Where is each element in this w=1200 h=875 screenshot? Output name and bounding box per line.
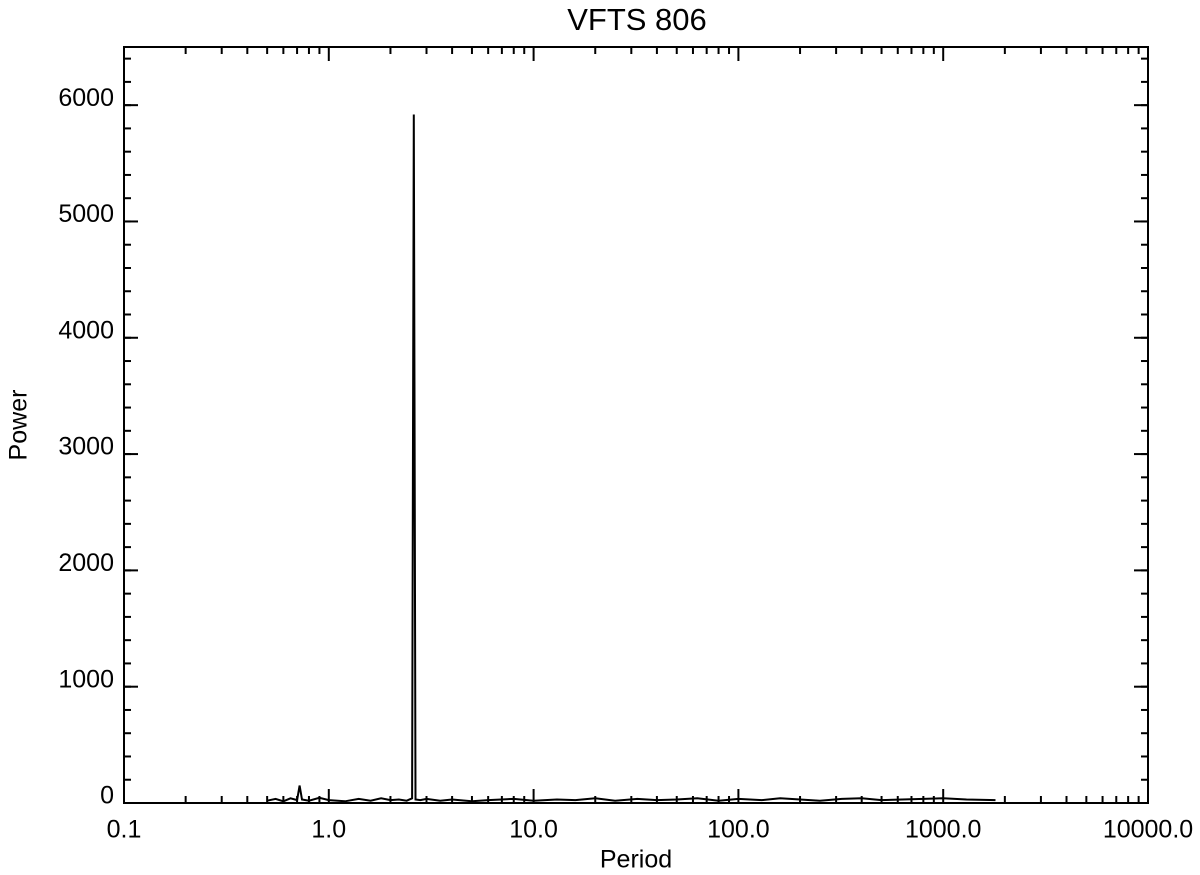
y-tick-label: 6000: [58, 84, 114, 112]
x-tick-label: 1.0: [311, 816, 346, 844]
y-tick-label: 4000: [58, 316, 114, 344]
series-line: [266, 114, 996, 803]
y-tick-label: 0: [100, 782, 114, 810]
x-axis-label: Period: [600, 846, 672, 874]
x-tick-label: 0.1: [107, 816, 142, 844]
chart-title: VFTS 806: [567, 2, 707, 37]
plot-frame: [123, 46, 1149, 804]
x-tick-label: 10.0: [509, 816, 558, 844]
y-tick-label: 2000: [58, 549, 114, 577]
y-axis-label: Power: [5, 390, 33, 461]
x-tick-label: 1000.0: [905, 816, 981, 844]
y-tick-label: 3000: [58, 433, 114, 461]
x-tick-label: 10000.0: [1103, 816, 1193, 844]
y-tick-label: 5000: [58, 200, 114, 228]
y-tick-label: 1000: [58, 665, 114, 693]
x-tick-label: 100.0: [707, 816, 770, 844]
